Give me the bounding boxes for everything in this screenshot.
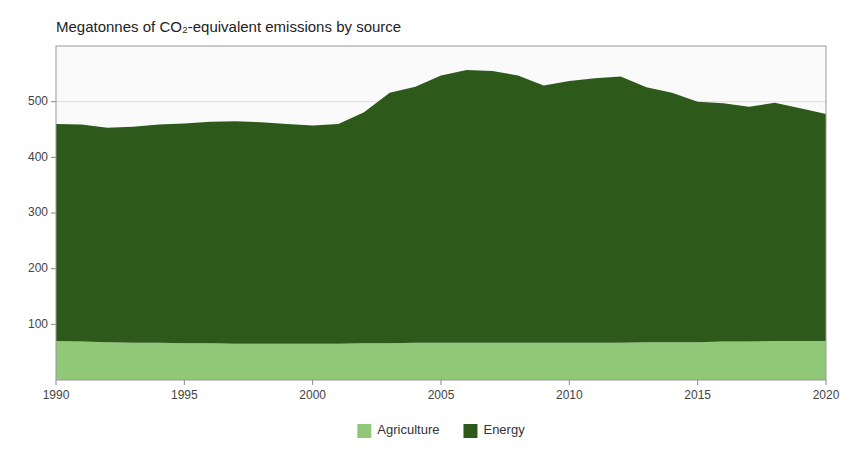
legend-swatch <box>463 424 477 438</box>
plot-background <box>56 46 826 380</box>
x-tick-label: 2005 <box>428 388 455 402</box>
title: Megatonnes of CO₂-equivalent emissions b… <box>56 18 401 35</box>
x-tick-label: 1990 <box>43 388 70 402</box>
y-tick-label: 300 <box>28 205 48 219</box>
x-tick <box>184 380 185 385</box>
y-tick <box>51 213 56 214</box>
plot-frame <box>56 46 826 380</box>
x-tick-label: 2020 <box>813 388 840 402</box>
x-tick <box>441 380 442 385</box>
x-tick-label: 2010 <box>556 388 583 402</box>
areas <box>56 70 826 380</box>
y-tick <box>51 268 56 269</box>
legend-swatch <box>357 424 371 438</box>
x-tick <box>826 380 827 385</box>
area-1 <box>56 70 826 344</box>
x-tick-label: 2015 <box>684 388 711 402</box>
x-tick <box>697 380 698 385</box>
legend-item: Energy <box>463 422 525 438</box>
y-tick-label: 200 <box>28 261 48 275</box>
y-tick-label: 500 <box>28 94 48 108</box>
x-tick <box>569 380 570 385</box>
y-tick <box>51 157 56 158</box>
x-tick <box>312 380 313 385</box>
y-tick-label: 400 <box>28 150 48 164</box>
y-axis: 100 200 300 400 500 <box>28 94 56 331</box>
legend: Agriculture Energy <box>357 422 525 438</box>
x-tick-label: 2000 <box>299 388 326 402</box>
y-tick <box>51 101 56 102</box>
x-axis: 1990 1995 2000 2005 2010 2015 2020 <box>43 380 840 402</box>
x-tick <box>56 380 57 385</box>
legend-label: Agriculture <box>377 422 439 437</box>
chart-container: 100 200 300 400 500 1990 1995 2000 2005 2010 2015 2… <box>0 0 850 458</box>
legend-label: Energy <box>483 422 525 437</box>
x-tick-label: 1995 <box>171 388 198 402</box>
area-0 <box>56 341 826 380</box>
chart-svg: 100 200 300 400 500 1990 1995 2000 2005 2010 2015 2… <box>0 0 850 458</box>
legend-item: Agriculture <box>357 422 439 438</box>
y-tick <box>51 324 56 325</box>
y-tick-label: 100 <box>28 317 48 331</box>
